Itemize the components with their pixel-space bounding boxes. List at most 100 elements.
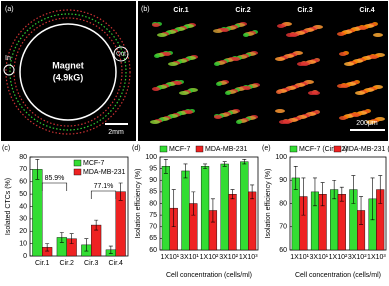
panel-b-bg	[138, 1, 388, 141]
y-tick-label: 70	[149, 224, 157, 231]
cell	[236, 120, 242, 124]
error-bar	[230, 189, 235, 200]
legend-label: MCF-7	[83, 160, 104, 167]
y-tick-label: 20	[19, 228, 27, 235]
error-bar	[222, 161, 227, 167]
legend-swatch	[289, 145, 298, 153]
cell	[152, 87, 160, 91]
legend-label: MDA-MB-231	[83, 169, 126, 176]
cell	[276, 90, 282, 94]
cell	[312, 91, 320, 95]
y-tick-label: 95	[149, 165, 157, 172]
panel-label: (c)	[2, 145, 10, 152]
y-tick-label: 80	[19, 154, 27, 161]
x-tick-label: Cir.3	[84, 260, 99, 267]
y-tick-label: 30	[19, 216, 27, 223]
error-bar	[242, 159, 247, 165]
legend-swatch	[73, 159, 82, 167]
cell	[290, 33, 298, 37]
error-bar	[69, 233, 74, 244]
y-axis-label: Isolation efficiency (%)	[135, 169, 142, 239]
error-bar	[45, 243, 50, 252]
x-tick-label: Cir.1	[35, 260, 50, 267]
y-axis-label: Isolation efficiency (%)	[265, 169, 272, 239]
y-tick-label: 10	[19, 240, 27, 247]
cell	[359, 26, 367, 30]
bar	[220, 163, 229, 251]
cell	[352, 113, 360, 117]
error-bar	[339, 186, 344, 202]
bar	[228, 193, 237, 251]
bar	[181, 170, 190, 251]
cell	[366, 120, 376, 124]
x-tick-label: 1X10²	[329, 254, 348, 261]
y-tick-label: 75	[149, 212, 157, 219]
cell	[277, 24, 285, 28]
x-axis-label: Cell concentration (cells/ml)	[166, 272, 252, 279]
annotation: 85.9%	[45, 175, 65, 182]
y-tick-label: 0	[23, 253, 27, 260]
annotation-bracket	[41, 182, 68, 191]
x-tick-label: 3X10¹	[180, 254, 199, 261]
y-tick-label: 65	[149, 235, 157, 242]
y-tick-label: 100	[275, 154, 287, 161]
column-label: Cir.1	[173, 7, 188, 14]
y-tick-label: 85	[149, 189, 157, 196]
cell	[301, 62, 309, 66]
cell	[243, 86, 251, 90]
legend-swatch	[333, 145, 342, 153]
y-tick-label: 70	[19, 166, 27, 173]
y-tick-label: 70	[279, 224, 287, 231]
x-tick-label: Cir.2	[60, 260, 75, 267]
x-tick-label: 1X10³	[367, 254, 386, 261]
annotation-bracket	[90, 190, 117, 199]
bar	[247, 191, 257, 251]
field-label: (4.9kG)	[53, 72, 84, 82]
legend-label: MDA-MB-231	[205, 146, 248, 153]
magnet-outline	[19, 23, 117, 121]
cell	[370, 55, 378, 59]
x-tick-label: 1X10²	[200, 254, 219, 261]
legend-swatch	[73, 168, 82, 176]
y-tick-label: 60	[149, 247, 157, 254]
error-bar	[320, 182, 325, 207]
error-bar	[59, 232, 64, 243]
inlet-label: In	[5, 55, 11, 62]
y-tick-label: 90	[279, 177, 287, 184]
cell	[168, 62, 178, 66]
y-axis-label: Isolated CTCs (%)	[5, 178, 12, 235]
cell	[150, 120, 160, 124]
x-tick-label: 1X10¹	[160, 254, 179, 261]
y-tick-label: 60	[279, 247, 287, 254]
cell	[275, 109, 285, 113]
column-label: Cir.4	[359, 7, 374, 14]
error-bar	[35, 159, 40, 180]
error-bar	[118, 182, 123, 201]
x-tick-label: 3X10¹	[309, 254, 328, 261]
y-tick-label: 40	[19, 203, 27, 210]
micrographs: Cir.1 Cir.2 Cir.3 Cir.4	[150, 7, 385, 124]
x-tick-label: 1X10³	[239, 254, 258, 261]
error-bar	[359, 196, 364, 225]
cell	[154, 54, 160, 58]
error-bar	[378, 175, 383, 204]
outlet-label: Out	[116, 52, 126, 58]
column-label: Cir.3	[297, 7, 312, 14]
error-bar	[84, 238, 89, 252]
y-tick-label: 80	[149, 200, 157, 207]
cell	[337, 32, 345, 36]
x-tick-label: 1X10¹	[290, 254, 309, 261]
cell	[275, 57, 285, 61]
magnet-label: Magnet	[52, 60, 84, 70]
error-bar	[183, 163, 188, 179]
cell	[339, 52, 347, 56]
inlet	[3, 64, 15, 76]
error-bar	[171, 189, 176, 228]
cell	[214, 62, 220, 66]
panel-label: (e)	[262, 145, 271, 152]
bar	[240, 161, 249, 251]
cell	[283, 120, 291, 124]
bar	[32, 169, 43, 257]
y-tick-label: 90	[149, 177, 157, 184]
legend-swatch	[159, 145, 168, 153]
